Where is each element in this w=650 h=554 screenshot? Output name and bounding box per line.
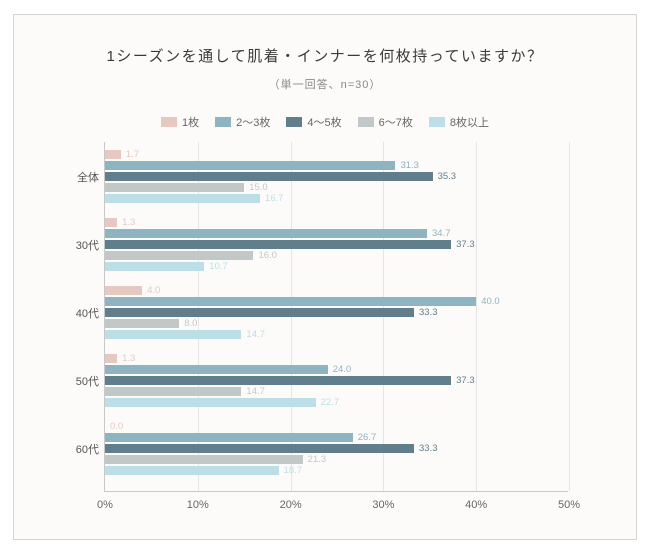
chart-frame: 1シーズンを通して肌着・インナーを何枚持っていますか？ （単一回答、n=30） … [13, 14, 637, 540]
bar: 37.3 [105, 376, 451, 385]
legend: 1枚 2～3枚 4～5枚 6～7枚 8枚以上 [54, 114, 596, 130]
legend-label: 8枚以上 [450, 114, 489, 130]
bar-value-label: 10.7 [204, 262, 228, 271]
x-tick-label: 40% [465, 499, 487, 511]
x-tick-label: 30% [372, 499, 394, 511]
bar-value-label: 24.0 [328, 365, 352, 374]
bar: 15.0 [105, 183, 244, 192]
plot-area: 0%10%20%30%40%50%全体1.731.335.315.016.730… [104, 142, 568, 492]
bar: 33.3 [105, 444, 414, 453]
category-label: 全体 [55, 169, 99, 185]
bar-group: 全体1.731.335.315.016.7 [105, 150, 568, 203]
bar: 37.3 [105, 240, 451, 249]
bar-value-label: 4.0 [142, 286, 160, 295]
bar-value-label: 33.3 [414, 444, 438, 453]
legend-label: 1枚 [182, 114, 199, 130]
bar: 16.0 [105, 251, 253, 260]
legend-item: 2～3枚 [215, 114, 270, 130]
bar: 34.7 [105, 229, 427, 238]
bar-value-label: 26.7 [353, 433, 377, 442]
legend-swatch [429, 117, 445, 127]
bar-value-label: 22.7 [316, 398, 340, 407]
category-label: 30代 [55, 237, 99, 253]
legend-item: 6～7枚 [358, 114, 413, 130]
legend-item: 4～5枚 [286, 114, 341, 130]
bar: 16.7 [105, 194, 260, 203]
category-label: 50代 [55, 373, 99, 389]
bar-value-label: 16.7 [260, 194, 284, 203]
bar-value-label: 40.0 [476, 297, 500, 306]
legend-label: 2～3枚 [236, 114, 270, 130]
chart-subtitle: （単一回答、n=30） [54, 76, 596, 92]
bar-group: 50代1.324.037.314.722.7 [105, 354, 568, 407]
bar-value-label: 1.3 [117, 354, 135, 363]
bar-value-label: 18.7 [279, 466, 303, 475]
bar-value-label: 37.3 [451, 376, 475, 385]
bar-group: 60代0.026.733.321.318.7 [105, 422, 568, 475]
bar: 14.7 [105, 387, 241, 396]
bar-value-label: 14.7 [241, 330, 265, 339]
bar-value-label: 35.3 [433, 172, 457, 181]
legend-swatch [161, 117, 177, 127]
bar: 1.7 [105, 150, 121, 159]
bar-value-label: 1.7 [121, 150, 139, 159]
bar-group: 30代1.334.737.316.010.7 [105, 218, 568, 271]
bar: 21.3 [105, 455, 303, 464]
bar: 33.3 [105, 308, 414, 317]
x-tick-label: 20% [280, 499, 302, 511]
category-label: 60代 [55, 441, 99, 457]
bar: 35.3 [105, 172, 433, 181]
bar: 4.0 [105, 286, 142, 295]
bar-value-label: 33.3 [414, 308, 438, 317]
legend-label: 6～7枚 [379, 114, 413, 130]
legend-label: 4～5枚 [307, 114, 341, 130]
bar-value-label: 8.0 [179, 319, 197, 328]
bar-value-label: 16.0 [253, 251, 277, 260]
chart-title: 1シーズンを通して肌着・インナーを何枚持っていますか？ [54, 45, 596, 66]
bar: 26.7 [105, 433, 353, 442]
bar: 1.3 [105, 354, 117, 363]
bar: 24.0 [105, 365, 328, 374]
bar-value-label: 15.0 [244, 183, 268, 192]
x-tick-label: 0% [97, 499, 113, 511]
bar: 14.7 [105, 330, 241, 339]
bar-value-label: 34.7 [427, 229, 451, 238]
legend-item: 8枚以上 [429, 114, 489, 130]
bar: 22.7 [105, 398, 316, 407]
bar-value-label: 31.3 [395, 161, 419, 170]
legend-item: 1枚 [161, 114, 199, 130]
x-tick-label: 50% [558, 499, 580, 511]
bar-group: 40代4.040.033.38.014.7 [105, 286, 568, 339]
legend-swatch [215, 117, 231, 127]
x-tick-label: 10% [187, 499, 209, 511]
bar-value-label: 0.0 [105, 422, 123, 431]
legend-swatch [286, 117, 302, 127]
bar-value-label: 14.7 [241, 387, 265, 396]
category-label: 40代 [55, 305, 99, 321]
bar: 1.3 [105, 218, 117, 227]
bar: 40.0 [105, 297, 476, 306]
bar: 31.3 [105, 161, 395, 170]
bar: 10.7 [105, 262, 204, 271]
bar: 18.7 [105, 466, 279, 475]
bar: 8.0 [105, 319, 179, 328]
legend-swatch [358, 117, 374, 127]
bar-value-label: 37.3 [451, 240, 475, 249]
bar-value-label: 1.3 [117, 218, 135, 227]
bar-value-label: 21.3 [303, 455, 327, 464]
gridline [569, 142, 570, 491]
